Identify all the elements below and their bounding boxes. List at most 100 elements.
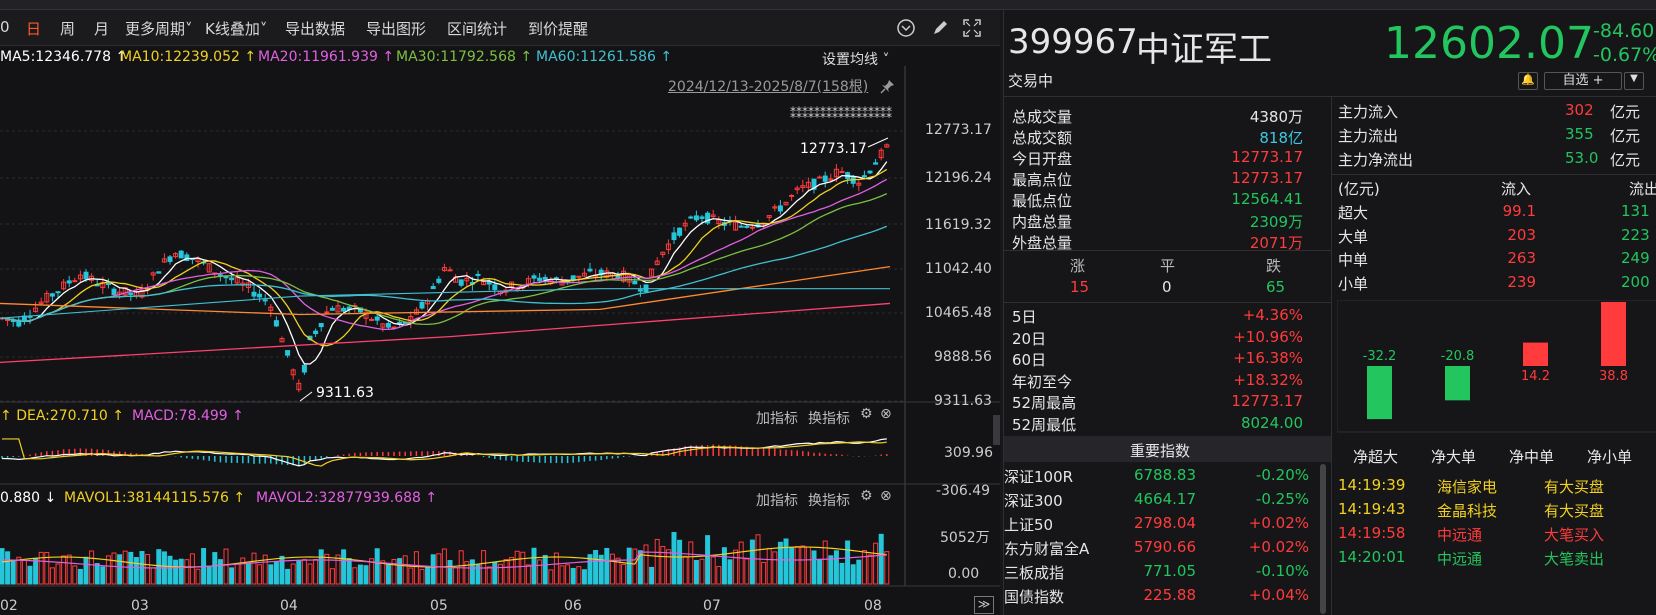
candle-body <box>33 307 39 312</box>
trading-status: 交易中 <box>1008 72 1054 90</box>
volume-bar <box>520 551 526 585</box>
candle-body <box>279 338 285 343</box>
candle-body <box>632 280 638 285</box>
candle-body <box>688 216 694 219</box>
scroll-right-button[interactable]: ≫ <box>974 596 994 614</box>
draw-pen-icon[interactable] <box>930 18 950 38</box>
chevron-down-icon: ˅ <box>185 20 193 38</box>
fullscreen-icon[interactable] <box>962 18 982 38</box>
gear-icon[interactable]: ⚙ <box>860 488 873 504</box>
volume-bar <box>800 545 806 585</box>
volume-bar <box>77 568 83 585</box>
candle-body <box>744 225 750 228</box>
candle-body <box>475 273 481 276</box>
close-icon[interactable]: ⊗ <box>880 406 892 422</box>
period-week-tab[interactable]: 周 <box>60 20 76 38</box>
candle-body <box>492 284 498 291</box>
index-name[interactable]: 深证100R <box>1004 468 1074 486</box>
candle-body <box>296 382 302 391</box>
candle-body <box>637 289 643 292</box>
net-flow-value-label: 38.8 <box>1599 369 1628 384</box>
candle-body <box>710 214 716 218</box>
export-data-button[interactable]: 导出数据 <box>285 20 346 38</box>
ma-settings-dropdown[interactable]: 设置均线 ˅ <box>822 52 890 68</box>
index-name[interactable]: 东方财富全A <box>1004 540 1090 558</box>
candle-body <box>251 291 257 297</box>
candle-body <box>301 364 307 373</box>
kline-overlay-dropdown[interactable]: K线叠加˅ <box>205 18 267 39</box>
volume-bar <box>66 554 72 585</box>
kline-chart-area[interactable]: MA5:12346.778 ↑ MA10:12239.052 ↑ MA20:11… <box>0 46 1000 615</box>
price-alert-button[interactable]: 到价提醒 <box>528 20 589 38</box>
volume-bar <box>313 558 319 585</box>
range-stats-button[interactable]: 区间统计 <box>447 20 508 38</box>
volume-bar <box>805 546 811 585</box>
candle-body <box>128 292 134 295</box>
gear-icon[interactable]: ⚙ <box>860 406 873 422</box>
more-periods-dropdown[interactable]: 更多周期˅ <box>125 18 193 39</box>
chevron-down-icon[interactable]: ▼ <box>1624 72 1644 90</box>
stat-value: 4380万 <box>1249 108 1303 126</box>
candle-body <box>184 254 190 262</box>
close-icon[interactable]: ⊗ <box>880 488 892 504</box>
panel-collapse-handle[interactable] <box>993 415 1000 445</box>
add-indicator-button[interactable]: 加指标 <box>756 411 798 427</box>
mavol2-legend: MAVOL2:32877939.688 ↑ <box>256 490 438 506</box>
net-flow-category-label: 净中单 <box>1509 448 1555 466</box>
volume-bar <box>189 553 195 585</box>
candle-body <box>44 292 50 303</box>
swap-indicator-button[interactable]: 换指标 <box>808 411 850 427</box>
index-value: 4664.17 <box>1133 490 1196 508</box>
period-minute-tab[interactable]: 0 <box>0 18 10 36</box>
index-name[interactable]: 三板成指 <box>1004 564 1065 582</box>
flow-row-out: 223 <box>1621 225 1650 244</box>
volume-bar <box>565 564 571 585</box>
volume-bar <box>178 558 184 585</box>
volume-bar <box>828 555 834 585</box>
index-name[interactable]: 深证300 <box>1004 492 1063 510</box>
period-value: +10.96% <box>1233 327 1303 346</box>
alert-time: 14:19:39 <box>1338 476 1406 494</box>
export-image-button[interactable]: 导出图形 <box>366 20 427 38</box>
collapse-circle-icon[interactable] <box>896 18 916 38</box>
period-day-tab[interactable]: 日 <box>26 20 42 38</box>
breadth-down-label: 跌 <box>1266 257 1282 275</box>
candle-body <box>671 232 677 241</box>
candle-body <box>77 274 83 280</box>
candle-body <box>441 267 447 271</box>
period-label: 52周最高 <box>1012 394 1077 412</box>
volume-bar <box>856 559 862 585</box>
index-value: 6788.83 <box>1133 466 1196 484</box>
volume-bar <box>296 559 302 585</box>
index-name[interactable]: 上证50 <box>1004 516 1054 534</box>
index-name[interactable]: 国债指数 <box>1004 588 1065 606</box>
ma20-legend: MA20:11961.939 ↑ <box>258 49 395 65</box>
add-watchlist-button[interactable]: 自选 + <box>1544 72 1622 90</box>
main-net-value: 53.0 <box>1565 149 1599 167</box>
bell-icon[interactable]: 🔔 <box>1518 72 1538 90</box>
swap-indicator-button[interactable]: 换指标 <box>808 493 850 509</box>
volume-bar <box>128 551 134 585</box>
volume-bar <box>492 561 498 585</box>
volume-bar <box>867 554 873 585</box>
period-month-tab[interactable]: 月 <box>94 20 110 38</box>
price-tick-label: 12196.24 <box>925 170 992 186</box>
volume-bar <box>839 562 845 585</box>
volume-bar <box>150 567 156 585</box>
main-outflow-label: 主力流出 <box>1338 127 1399 145</box>
index-list-scrollbar[interactable] <box>1320 464 1326 614</box>
candle-body <box>262 299 268 302</box>
candle-body <box>374 316 380 321</box>
volume-bar <box>576 566 582 585</box>
candle-body <box>542 276 548 280</box>
pin-icon[interactable] <box>880 78 896 94</box>
candle-body <box>369 318 375 321</box>
candle-body <box>419 301 425 309</box>
volume-bar <box>245 563 251 585</box>
index-change: -0.20% <box>1255 466 1309 484</box>
volume-bar <box>693 559 699 585</box>
add-indicator-button[interactable]: 加指标 <box>756 493 798 509</box>
volume-bar <box>660 545 666 585</box>
alert-stock: 中远通 <box>1437 526 1483 544</box>
unit-label: 亿元 <box>1610 103 1641 121</box>
